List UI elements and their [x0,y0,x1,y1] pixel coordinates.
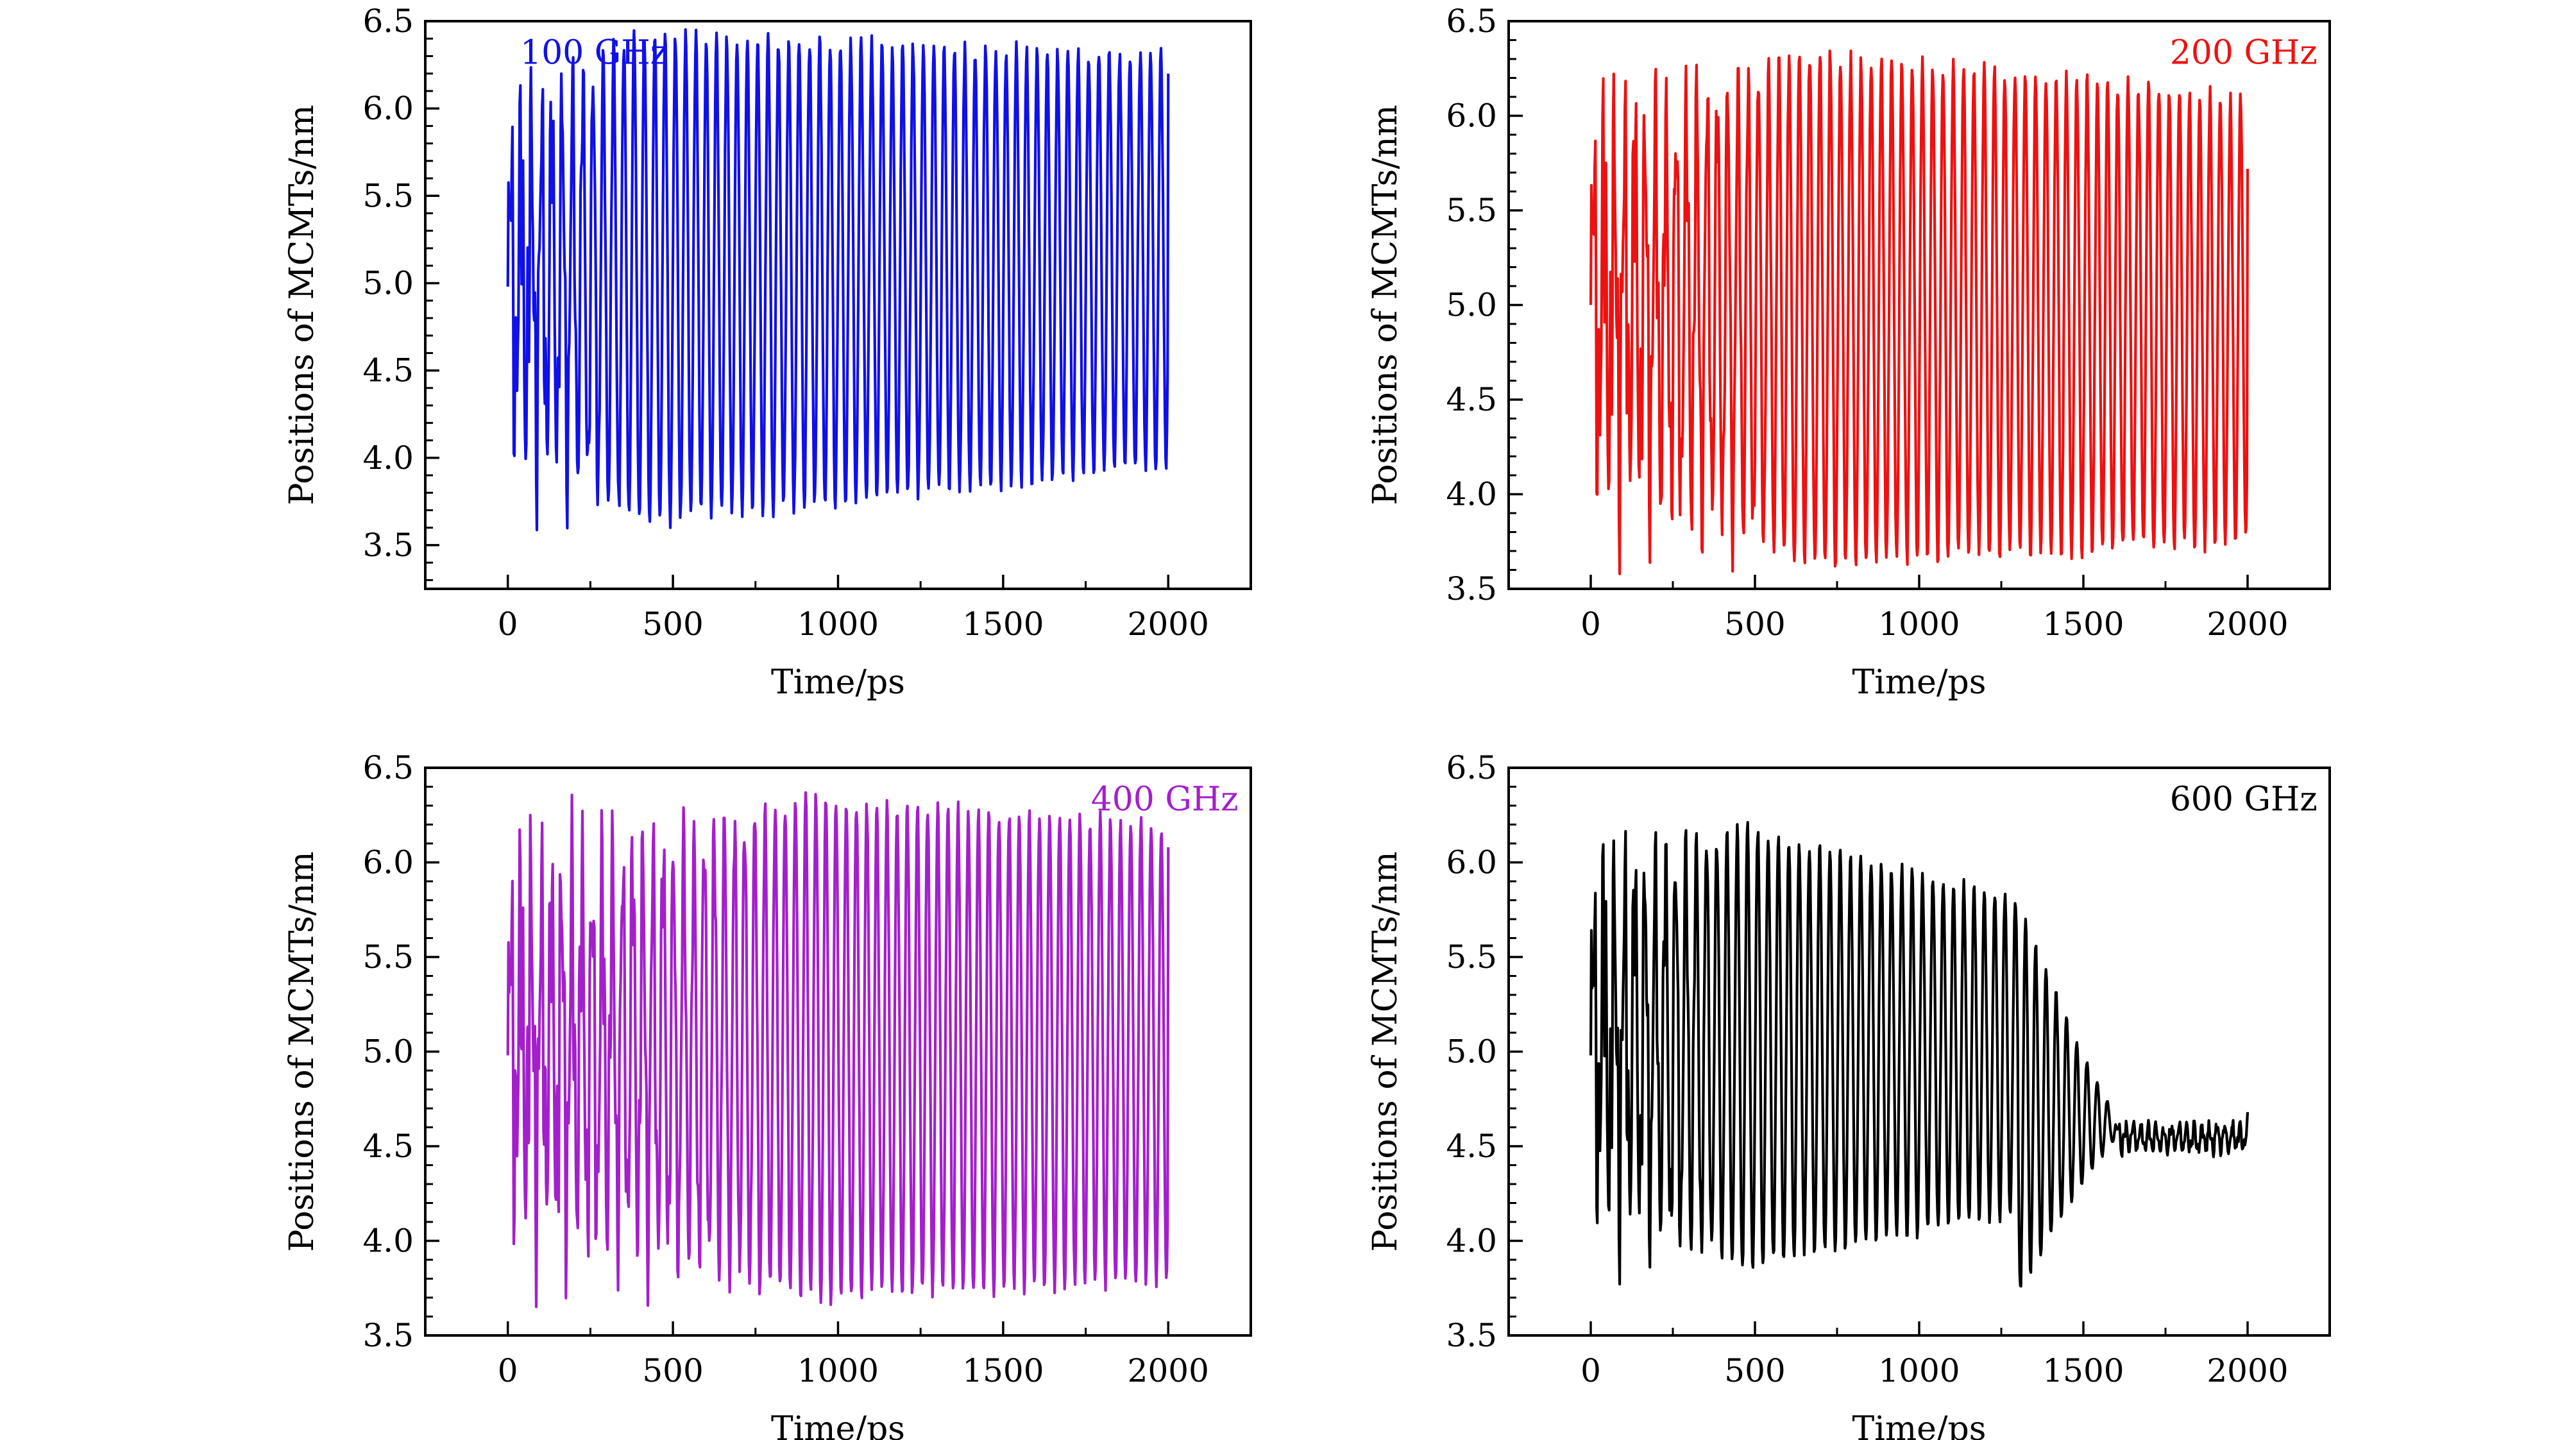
frequency-annotation: 200 GHz [2170,34,2318,72]
y-tick-label: 4.0 [1446,1223,1497,1260]
y-tick-label: 3.5 [1446,1317,1497,1354]
chart-panel-1: 0 500 1000 1500 2000 3.5 4.0 4.5 5.0 5.5 6.0 6.5 Tim… [283,3,1252,702]
y-tick-label: 5.0 [362,264,414,301]
y-tick-label: 4.5 [1446,1128,1497,1165]
data-line-series-1 [506,28,1170,532]
y-tick-label: 3.5 [1446,570,1497,607]
x-tick-label: 1500 [962,1352,1044,1389]
x-tick-label: 1000 [1878,606,1960,643]
y-tick-label: 6.5 [1446,749,1497,786]
y-tick-label: 5.5 [362,938,414,976]
data-line-series-1 [1589,49,2250,575]
y-tick-label: 5.0 [1446,1033,1497,1071]
x-tick-label: 0 [1580,1352,1601,1389]
y-tick-label: 5.5 [1446,938,1497,976]
chart-panel-4: 0 500 1000 1500 2000 3.5 4.0 4.5 5.0 5.5 6.0 6.5 Tim… [1366,749,2331,1440]
y-tick-label: 5.0 [362,1033,414,1071]
x-tick-label: 500 [1724,1352,1785,1389]
y-tick-label: 3.5 [362,1317,414,1354]
x-axis-label: Time/ps [771,1410,905,1440]
frequency-annotation: 400 GHz [1091,781,1239,819]
y-tick-label: 4.5 [1446,381,1497,418]
y-tick-label: 4.5 [362,1128,414,1165]
x-tick-label: 2000 [1128,1352,1209,1389]
y-tick-label: 6.0 [362,844,414,881]
y-tick-label: 5.5 [1446,192,1497,229]
chart-panel-2: 0 500 1000 1500 2000 3.5 4.0 4.5 5.0 5.5 6.0 6.5 Tim… [1366,3,2331,702]
y-tick-label: 5.5 [362,177,414,214]
y-tick-label: 4.0 [1446,476,1497,513]
x-axis-label: Time/ps [771,663,905,702]
x-tick-label: 500 [642,1352,703,1389]
y-tick-label: 5.0 [1446,287,1497,324]
y-tick-label: 6.5 [1446,3,1497,40]
data-line-series-1 [1589,821,2250,1288]
x-axis-label: Time/ps [1852,1410,1987,1440]
x-tick-label: 500 [642,606,703,643]
data-line-series-1 [506,791,1170,1309]
x-tick-label: 1000 [797,1352,879,1389]
y-axis-label: Positions of MCMTs/nm [283,105,321,505]
y-tick-label: 4.0 [362,439,414,477]
x-axis-label: Time/ps [1852,663,1987,702]
x-tick-label: 1000 [1878,1352,1960,1389]
frequency-annotation: 100 GHz [520,34,668,72]
y-tick-label: 3.5 [362,527,414,564]
x-tick-label: 2000 [2207,1352,2288,1389]
x-tick-label: 1500 [2042,1352,2124,1389]
y-tick-label: 6.0 [1446,97,1497,135]
x-tick-label: 1000 [797,606,879,643]
x-tick-label: 1500 [2042,606,2124,643]
x-tick-label: 500 [1724,606,1785,643]
y-axis-label: Positions of MCMTs/nm [1366,851,1405,1251]
x-tick-label: 1500 [962,606,1044,643]
x-tick-label: 2000 [2207,606,2288,643]
y-tick-label: 6.5 [362,3,414,40]
y-tick-label: 6.0 [1446,844,1497,881]
y-tick-label: 6.5 [362,749,414,786]
frequency-annotation: 600 GHz [2170,781,2318,819]
y-tick-label: 4.5 [362,352,414,389]
y-tick-label: 4.0 [362,1223,414,1260]
x-tick-label: 2000 [1128,606,1209,643]
y-axis-label: Positions of MCMTs/nm [283,851,321,1251]
x-tick-label: 0 [498,1352,518,1389]
x-tick-label: 0 [1580,606,1601,643]
y-tick-label: 6.0 [362,90,414,127]
x-tick-label: 0 [498,606,518,643]
y-axis-label: Positions of MCMTs/nm [1366,105,1405,505]
chart-panel-3: 0 500 1000 1500 2000 3.5 4.0 4.5 5.0 5.5 6.0 6.5 Tim… [283,749,1252,1440]
